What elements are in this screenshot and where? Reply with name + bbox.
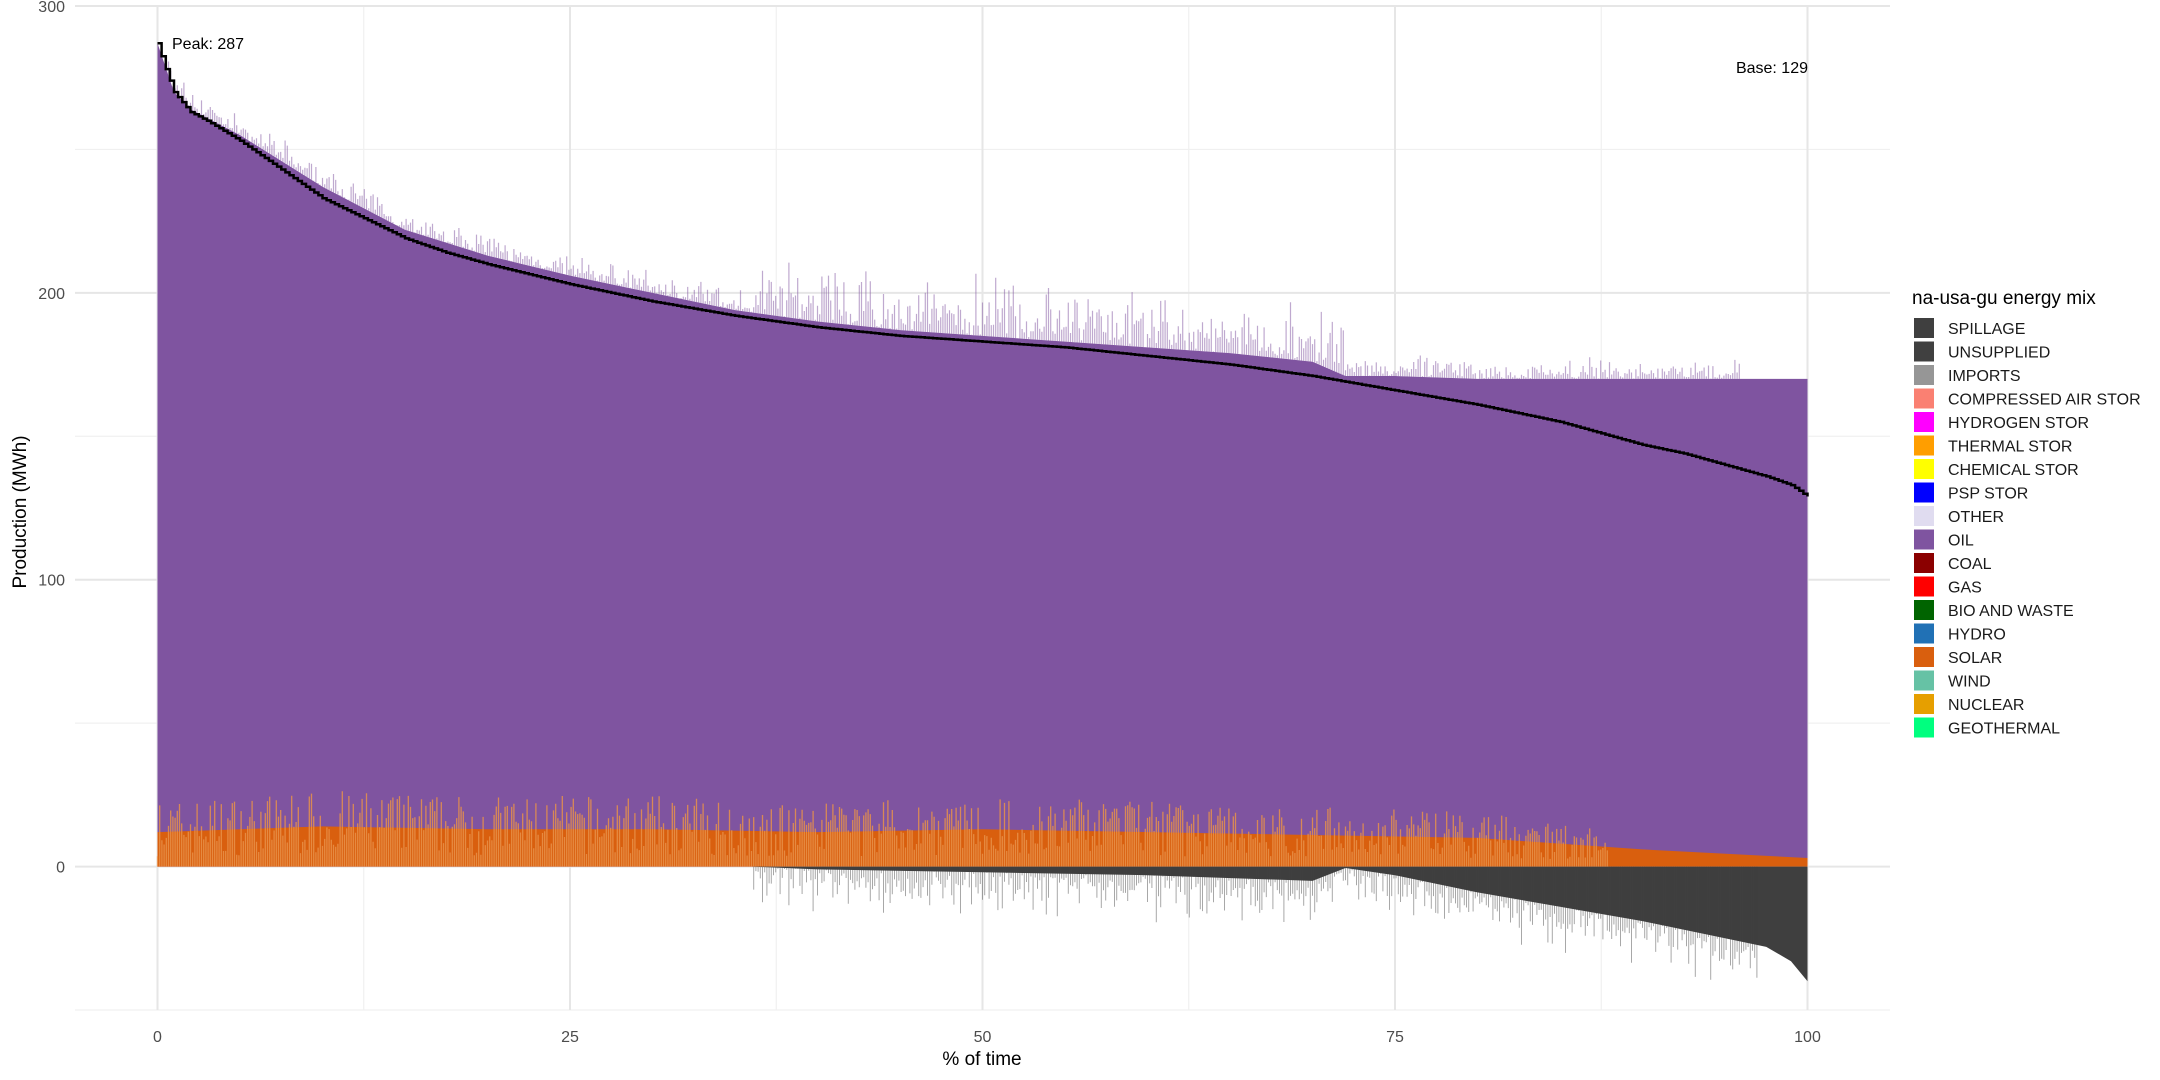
legend-label-wind: WIND [1948, 674, 1991, 691]
legend-label-chemical-stor: CHEMICAL STOR [1948, 462, 2079, 479]
legend-item-geothermal: GEOTHERMAL [1914, 717, 2060, 738]
legend-item-wind: WIND [1914, 670, 1991, 691]
legend-swatch-oil [1914, 529, 1934, 550]
series-layer [157, 43, 1808, 982]
legend-item-solar: SOLAR [1914, 647, 2002, 667]
legend-swatch-compressed-air-stor [1914, 388, 1934, 409]
tick-labels: 0 25 50 75 100 0 100 200 300 [38, 0, 1821, 1046]
x-tick-label-0: 0 [153, 1029, 162, 1046]
y-tick-label-100: 100 [38, 573, 65, 590]
legend-swatch-chemical-stor [1914, 459, 1934, 479]
legend-swatch-nuclear [1914, 694, 1934, 714]
legend-label-psp-stor: PSP STOR [1948, 486, 2028, 503]
legend-label-oil: OIL [1948, 533, 1974, 550]
legend-item-psp-stor: PSP STOR [1914, 482, 2028, 503]
legend-label-other: OTHER [1948, 509, 2004, 526]
load-layer [157, 42, 1809, 497]
legend-item-thermal-stor: THERMAL STOR [1914, 435, 2072, 456]
legend-label-thermal-stor: THERMAL STOR [1948, 439, 2072, 456]
legend-item-coal: COAL [1914, 553, 1992, 573]
legend-item-other: OTHER [1914, 506, 2004, 526]
x-axis-title: % of time [942, 1049, 1021, 1070]
legend-swatch-psp-stor [1914, 482, 1934, 503]
legend-label-nuclear: NUCLEAR [1948, 697, 2024, 714]
series-area-solar [157, 826, 1808, 867]
x-tick-label-100: 100 [1794, 1029, 1821, 1046]
legend-item-gas: GAS [1914, 576, 1982, 597]
legend-label-solar: SOLAR [1948, 650, 2002, 667]
legend-swatch-unsupplied [1914, 341, 1934, 362]
legend-swatch-hydrogen-stor [1914, 412, 1934, 432]
legend-swatch-geothermal [1914, 717, 1934, 738]
legend-label-hydro: HYDRO [1948, 627, 2006, 644]
x-tick-label-50: 50 [974, 1029, 992, 1046]
legend-items: SPILLAGE UNSUPPLIED IMPORTS COMPRESSED AIR … [1914, 318, 2141, 738]
series-area-oil [157, 43, 1808, 867]
spikes-layer [156, 58, 1758, 980]
legend-item-hydro: HYDRO [1914, 623, 2006, 644]
legend-item-nuclear: NUCLEAR [1914, 694, 2024, 714]
legend-label-gas: GAS [1948, 580, 1982, 597]
legend-swatch-gas [1914, 576, 1934, 597]
legend-item-chemical-stor: CHEMICAL STOR [1914, 459, 2079, 479]
legend-swatch-thermal-stor [1914, 435, 1934, 456]
legend-swatch-spillage [1914, 318, 1934, 338]
legend-label-bio-and-waste: BIO AND WASTE [1948, 603, 2074, 620]
legend-item-bio-and-waste: BIO AND WASTE [1914, 600, 2074, 620]
base-annotation: Base: 129 [1736, 60, 1808, 77]
legend-swatch-other [1914, 506, 1934, 526]
series-area-spillage [157, 866, 1808, 982]
solar-variability-spikes [156, 791, 1608, 867]
legend-item-oil: OIL [1914, 529, 1974, 550]
legend-swatch-wind [1914, 670, 1934, 691]
legend-swatch-coal [1914, 553, 1934, 573]
legend-title: na-usa-gu energy mix [1912, 288, 2096, 309]
y-tick-label-0: 0 [56, 860, 65, 877]
legend-label-geothermal: GEOTHERMAL [1948, 721, 2060, 738]
x-tick-label-25: 25 [561, 1029, 579, 1046]
y-tick-label-200: 200 [38, 286, 65, 303]
legend-swatch-imports [1914, 365, 1934, 385]
legend-swatch-solar [1914, 647, 1934, 667]
y-axis-title: Production (MWh) [10, 435, 31, 588]
load-duration-curve [157, 42, 1809, 497]
legend-label-compressed-air-stor: COMPRESSED AIR STOR [1948, 392, 2141, 409]
peak-annotation: Peak: 287 [172, 36, 244, 53]
legend-swatch-bio-and-waste [1914, 600, 1934, 620]
legend-label-hydrogen-stor: HYDROGEN STOR [1948, 415, 2089, 432]
legend-label-imports: IMPORTS [1948, 368, 2021, 385]
legend-item-hydrogen-stor: HYDROGEN STOR [1914, 412, 2089, 432]
y-tick-label-300: 300 [38, 0, 65, 16]
spillage-variability-spikes [753, 866, 1758, 980]
legend-item-spillage: SPILLAGE [1914, 318, 2025, 338]
legend-item-imports: IMPORTS [1914, 365, 2021, 385]
x-tick-label-75: 75 [1386, 1029, 1404, 1046]
legend-label-spillage: SPILLAGE [1948, 321, 2025, 338]
legend-item-compressed-air-stor: COMPRESSED AIR STOR [1914, 388, 2141, 409]
legend-swatch-hydro [1914, 623, 1934, 644]
legend-label-unsupplied: UNSUPPLIED [1948, 345, 2050, 362]
legend-label-coal: COAL [1948, 556, 1992, 573]
legend-item-unsupplied: UNSUPPLIED [1914, 341, 2050, 362]
legend: na-usa-gu energy mix SPILLAGE UNSUPPLIED I… [1912, 288, 2141, 738]
